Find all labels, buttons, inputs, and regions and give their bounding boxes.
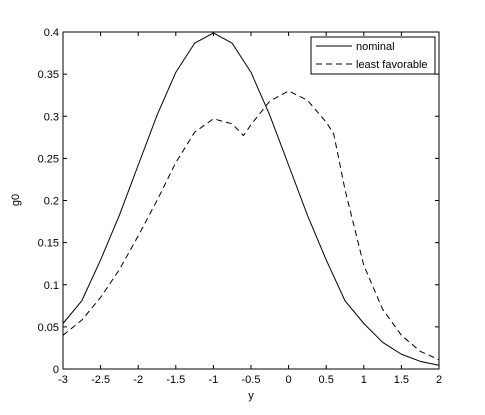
x-axis-ticks: -3 -2.5 -2 -1.5 -1 -0.5 0 0.5 1 1.5 2	[58, 32, 442, 386]
x-tick-label: 0	[286, 374, 292, 386]
x-tick-label: -3	[58, 374, 68, 386]
x-tick-label: -1	[209, 374, 219, 386]
y-tick-label: 0.4	[44, 27, 59, 39]
x-tick-label: -2	[133, 374, 143, 386]
x-axis-label: y	[248, 390, 254, 402]
x-tick-label: 1	[361, 374, 367, 386]
x-tick-label: -0.5	[242, 374, 261, 386]
series-layer	[62, 32, 440, 366]
y-axis-ticks: 0 0.05 0.1 0.15 0.2 0.25 0.3 0.35 0.4	[38, 27, 439, 376]
y-tick-label: 0.15	[38, 238, 59, 250]
series-line-least-favorable	[62, 90, 440, 361]
series-line-nominal	[62, 32, 440, 366]
x-tick-label: -1.5	[166, 374, 185, 386]
x-tick-label: 0.5	[319, 374, 334, 386]
legend: nominal least favorable	[310, 36, 436, 75]
legend-box	[310, 36, 436, 75]
y-tick-label: 0.2	[44, 196, 59, 208]
y-tick-label: 0.3	[44, 111, 59, 123]
plot-area	[62, 31, 440, 370]
x-tick-label: 1.5	[394, 374, 409, 386]
x-tick-label: 2	[436, 374, 442, 386]
y-tick-label: 0	[53, 364, 59, 376]
y-tick-label: 0.25	[38, 153, 59, 165]
y-tick-label: 0.35	[38, 69, 59, 81]
y-tick-label: 0.1	[44, 280, 59, 292]
legend-label-nominal: nominal	[356, 41, 395, 53]
x-tick-label: -2.5	[91, 374, 110, 386]
legend-label-least-favorable: least favorable	[356, 59, 428, 71]
y-tick-label: 0.05	[38, 322, 59, 334]
y-axis-label: g0	[10, 194, 22, 206]
